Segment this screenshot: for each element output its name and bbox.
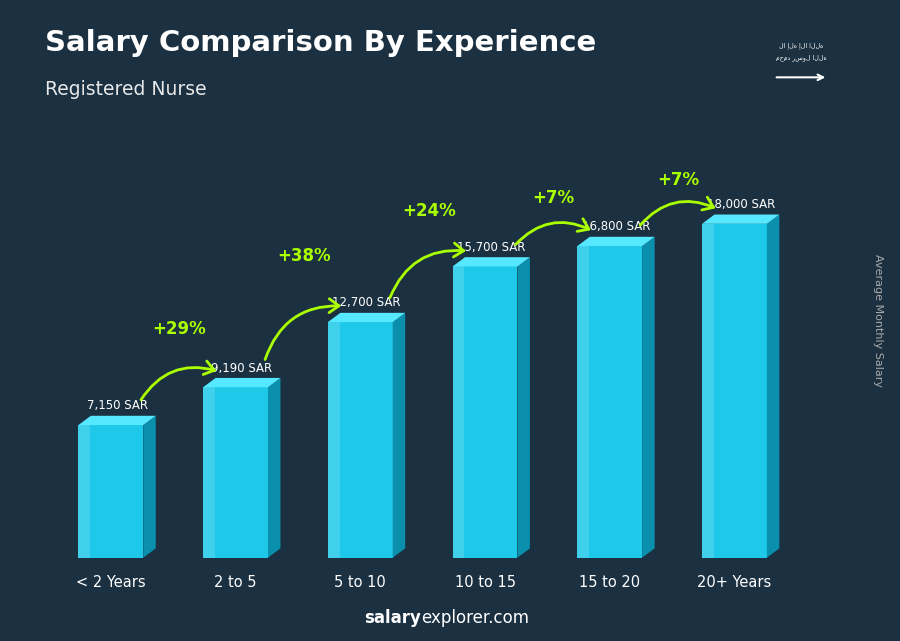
Text: 15,700 SAR: 15,700 SAR (457, 241, 526, 254)
Bar (577, 246, 589, 558)
Polygon shape (453, 257, 530, 267)
Text: +38%: +38% (277, 247, 331, 265)
Text: +7%: +7% (533, 190, 575, 208)
Polygon shape (767, 215, 779, 558)
Text: explorer.com: explorer.com (421, 609, 529, 627)
Text: 9,190 SAR: 9,190 SAR (212, 362, 273, 374)
Text: 2 to 5: 2 to 5 (214, 575, 256, 590)
Polygon shape (268, 378, 281, 558)
Bar (577, 246, 643, 558)
Text: +29%: +29% (153, 319, 206, 338)
Text: 15 to 20: 15 to 20 (580, 575, 640, 590)
FancyArrowPatch shape (141, 361, 214, 400)
Bar (702, 224, 714, 558)
Text: Average Monthly Salary: Average Monthly Salary (873, 254, 884, 387)
Polygon shape (518, 257, 530, 558)
Text: 16,800 SAR: 16,800 SAR (581, 221, 650, 233)
Text: 7,150 SAR: 7,150 SAR (86, 399, 148, 412)
Text: salary: salary (364, 609, 421, 627)
Text: +7%: +7% (657, 171, 699, 189)
Polygon shape (702, 215, 779, 224)
Polygon shape (392, 313, 405, 558)
Polygon shape (143, 416, 156, 558)
FancyArrowPatch shape (390, 243, 464, 297)
Bar (328, 322, 392, 558)
Text: Salary Comparison By Experience: Salary Comparison By Experience (45, 29, 596, 57)
Bar (203, 387, 268, 558)
Bar (453, 267, 518, 558)
Polygon shape (328, 313, 405, 322)
Bar (78, 425, 143, 558)
Bar (203, 387, 215, 558)
Text: 12,700 SAR: 12,700 SAR (332, 297, 400, 310)
Text: 20+ Years: 20+ Years (698, 575, 771, 590)
FancyArrowPatch shape (516, 219, 589, 244)
Polygon shape (577, 237, 654, 246)
Bar (328, 322, 339, 558)
Bar (453, 267, 464, 558)
Polygon shape (643, 237, 654, 558)
Polygon shape (78, 416, 156, 425)
Text: 18,000 SAR: 18,000 SAR (706, 198, 775, 211)
Text: لا إله إلا الله: لا إله إلا الله (778, 42, 824, 49)
Text: +24%: +24% (402, 203, 455, 221)
Text: < 2 Years: < 2 Years (76, 575, 146, 590)
Text: 5 to 10: 5 to 10 (335, 575, 386, 590)
Text: Registered Nurse: Registered Nurse (45, 80, 207, 99)
FancyArrowPatch shape (266, 299, 339, 360)
Bar (702, 224, 767, 558)
Bar (78, 425, 90, 558)
Text: 10 to 15: 10 to 15 (454, 575, 516, 590)
Text: محمد رسول الله: محمد رسول الله (776, 54, 826, 62)
FancyArrowPatch shape (640, 197, 714, 225)
Polygon shape (203, 378, 281, 387)
